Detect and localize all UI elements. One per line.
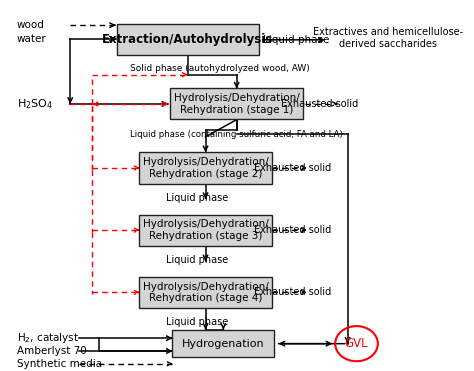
FancyBboxPatch shape	[170, 88, 303, 119]
Text: Extraction/Autohydrolysis: Extraction/Autohydrolysis	[102, 33, 273, 46]
FancyBboxPatch shape	[117, 24, 259, 55]
Text: H$_2$, catalyst: H$_2$, catalyst	[17, 331, 79, 345]
FancyBboxPatch shape	[139, 215, 272, 246]
Text: Hydrolysis/Dehydration/
Rehydration (stage 2): Hydrolysis/Dehydration/ Rehydration (sta…	[143, 157, 268, 179]
Text: Exhausted solid: Exhausted solid	[255, 163, 332, 173]
Text: Solid phase (autohydrolyzed wood, AW): Solid phase (autohydrolyzed wood, AW)	[130, 63, 310, 72]
Text: Exhausted solid: Exhausted solid	[255, 225, 332, 235]
Text: wood: wood	[17, 20, 45, 30]
Text: Liquid phase: Liquid phase	[263, 35, 330, 45]
Text: Synthetic media: Synthetic media	[17, 359, 102, 369]
Text: Hydrogenation: Hydrogenation	[182, 339, 264, 349]
Text: H$_2$SO$_4$: H$_2$SO$_4$	[17, 97, 53, 111]
Text: water: water	[17, 34, 46, 44]
FancyBboxPatch shape	[139, 277, 272, 308]
Text: GVL: GVL	[345, 337, 368, 350]
Text: Exhausted solid: Exhausted solid	[281, 99, 358, 109]
Text: Liquid phase: Liquid phase	[165, 255, 228, 265]
Text: Liquid phase (containing sulfuric acid, FA and LA): Liquid phase (containing sulfuric acid, …	[130, 130, 343, 139]
Text: Extractives and hemicellulose-
derived saccharides: Extractives and hemicellulose- derived s…	[312, 27, 463, 49]
Text: Hydrolysis/Dehydration/
Rehydration (stage 3): Hydrolysis/Dehydration/ Rehydration (sta…	[143, 219, 268, 241]
Text: Amberlyst 70: Amberlyst 70	[17, 346, 87, 356]
Text: Hydrolysis/Dehydration/
Rehydration (stage 4): Hydrolysis/Dehydration/ Rehydration (sta…	[143, 282, 268, 303]
Text: Liquid phase: Liquid phase	[165, 193, 228, 203]
Text: Liquid phase: Liquid phase	[165, 318, 228, 328]
Text: Hydrolysis/Dehydration/
Rehydration (stage 1): Hydrolysis/Dehydration/ Rehydration (sta…	[174, 93, 300, 115]
Text: Exhausted solid: Exhausted solid	[255, 288, 332, 298]
FancyBboxPatch shape	[139, 152, 272, 184]
FancyBboxPatch shape	[172, 330, 274, 357]
